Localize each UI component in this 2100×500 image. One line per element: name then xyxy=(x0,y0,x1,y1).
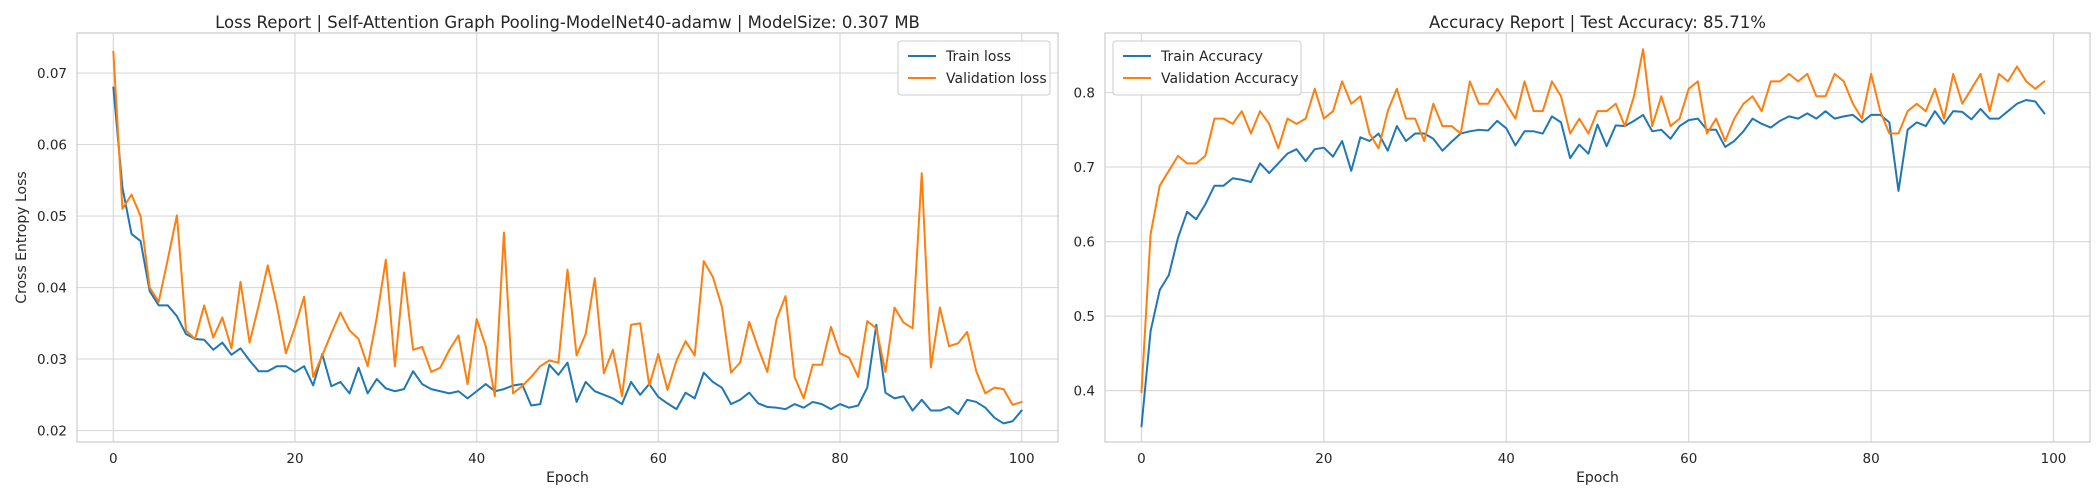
accuracy-x-tick-label: 100 xyxy=(2041,451,2067,467)
accuracy-y-tick-label: 0.8 xyxy=(1074,86,1095,102)
loss-series-line-train xyxy=(112,86,1023,425)
loss-x-tick-label: 100 xyxy=(1009,451,1035,467)
loss-x-tick-label: 80 xyxy=(831,451,848,467)
accuracy-y-tick-label: 0.6 xyxy=(1074,235,1095,251)
loss-series-line-validation xyxy=(112,50,1023,406)
loss-y-tick-label: 0.03 xyxy=(37,352,67,368)
accuracy-x-axis-label: Epoch xyxy=(1576,470,1619,486)
loss-x-axis-label: Epoch xyxy=(546,470,589,486)
loss-chart: 0 20 40 60 80 100 0.02 0.03 0.04 0.05 0.06 0.07 Los… xyxy=(14,13,1059,486)
loss-legend-label-validation: Validation loss xyxy=(946,71,1047,87)
loss-legend-box xyxy=(897,40,1051,96)
loss-x-tick-label: 60 xyxy=(650,451,667,467)
loss-y-tick-label: 0.02 xyxy=(37,424,67,440)
loss-y-tick-label: 0.05 xyxy=(37,209,67,225)
loss-legend: Train loss Validation loss xyxy=(897,40,1051,96)
loss-y-tick-label: 0.06 xyxy=(37,138,67,154)
accuracy-series-line-train xyxy=(1140,99,2046,428)
loss-plot-frame xyxy=(76,32,1059,443)
accuracy-plot-frame xyxy=(1104,32,2091,443)
accuracy-x-tick-label: 20 xyxy=(1315,451,1332,467)
accuracy-x-tick-label: 80 xyxy=(1863,451,1880,467)
loss-tick-labels: 0 20 40 60 80 100 0.02 0.03 0.04 0.05 0.06 0.07 xyxy=(37,66,1035,467)
loss-x-tick-label: 0 xyxy=(109,451,118,467)
loss-chart-title: Loss Report | Self-Attention Graph Pooli… xyxy=(215,13,920,32)
loss-y-axis-label: Cross Entropy Loss xyxy=(14,171,30,303)
accuracy-tick-labels: 0 20 40 60 80 100 0.4 0.5 0.6 0.7 0.8 xyxy=(1074,86,2067,467)
accuracy-y-tick-label: 0.5 xyxy=(1074,309,1095,325)
accuracy-legend-label-validation: Validation Accuracy xyxy=(1161,71,1299,87)
loss-series xyxy=(112,50,1023,425)
accuracy-legend-box xyxy=(1112,40,1302,96)
accuracy-y-tick-label: 0.7 xyxy=(1074,160,1095,176)
accuracy-series-line-validation xyxy=(1140,48,2046,394)
accuracy-legend: Train Accuracy Validation Accuracy xyxy=(1112,40,1302,96)
loss-y-tick-label: 0.07 xyxy=(37,66,67,82)
loss-x-tick-label: 20 xyxy=(286,451,303,467)
accuracy-x-tick-label: 40 xyxy=(1498,451,1515,467)
accuracy-x-tick-label: 60 xyxy=(1680,451,1697,467)
accuracy-legend-label-train: Train Accuracy xyxy=(1160,49,1263,65)
loss-x-tick-label: 40 xyxy=(468,451,485,467)
accuracy-series xyxy=(1140,48,2046,428)
accuracy-chart-title: Accuracy Report | Test Accuracy: 85.71% xyxy=(1429,13,1766,32)
accuracy-y-tick-label: 0.4 xyxy=(1074,384,1095,400)
loss-y-tick-label: 0.04 xyxy=(37,281,67,297)
accuracy-chart: 0 20 40 60 80 100 0.4 0.5 0.6 0.7 0.8 Accuracy Rep… xyxy=(1074,13,2091,486)
accuracy-x-tick-label: 0 xyxy=(1137,451,1146,467)
loss-legend-label-train: Train loss xyxy=(945,49,1011,65)
